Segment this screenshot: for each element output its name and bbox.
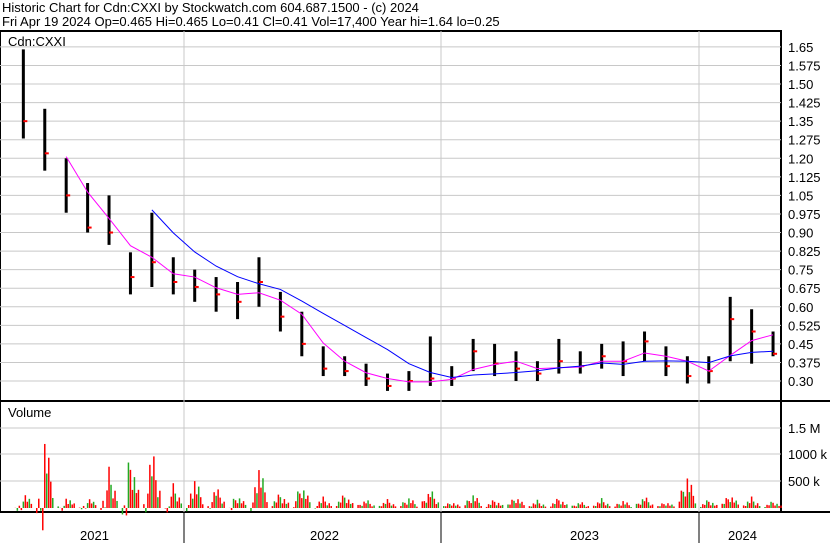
x-tick-label: 2023 [570, 528, 599, 543]
y-tick-label: 1.20 [788, 151, 813, 166]
volume-label: Volume [8, 405, 51, 420]
vol-tick-label: 1000 k [788, 447, 828, 462]
y-tick-label: 0.825 [788, 244, 821, 259]
x-tick-label: 2022 [310, 528, 339, 543]
y-tick-label: 1.35 [788, 114, 813, 129]
y-tick-label: 1.50 [788, 77, 813, 92]
y-tick-label: 1.575 [788, 58, 821, 73]
y-tick-label: 0.975 [788, 207, 821, 222]
ma-short-line [65, 156, 774, 383]
plot-frame [0, 30, 782, 513]
y-tick-label: 0.30 [788, 374, 813, 389]
y-tick-label: 1.65 [788, 40, 813, 55]
y-tick-label: 0.375 [788, 355, 821, 370]
y-tick-label: 0.90 [788, 226, 813, 241]
quote-line: Fri Apr 19 2024 Op=0.465 Hi=0.465 Lo=0.4… [2, 14, 500, 29]
y-tick-label: 0.675 [788, 281, 821, 296]
symbol-label: Cdn:CXXI [8, 34, 66, 49]
vol-tick-label: 1.5 M [788, 421, 821, 436]
y-tick-label: 1.05 [788, 188, 813, 203]
y-tick-label: 0.60 [788, 300, 813, 315]
x-tick-label: 2024 [728, 528, 757, 543]
x-tick-label: 2021 [80, 528, 109, 543]
chart-title: Historic Chart for Cdn:CXXI by Stockwatc… [2, 0, 419, 15]
y-tick-label: 1.275 [788, 133, 821, 148]
y-tick-label: 0.45 [788, 337, 813, 352]
y-tick-label: 1.125 [788, 170, 821, 185]
vol-tick-label: 500 k [788, 474, 820, 489]
y-tick-label: 1.425 [788, 96, 821, 111]
y-tick-label: 0.525 [788, 318, 821, 333]
ma-long-line [151, 209, 774, 378]
y-tick-label: 0.75 [788, 263, 813, 278]
